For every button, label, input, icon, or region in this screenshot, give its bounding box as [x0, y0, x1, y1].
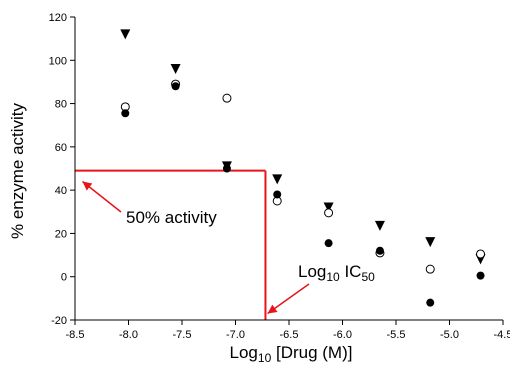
y-tick-label: 60 — [55, 142, 67, 154]
annotation-label-activity50: 50% activity — [126, 208, 217, 227]
data-point-triangle — [272, 174, 283, 185]
data-point-open-circle — [476, 249, 486, 259]
data-point-filled-circle — [476, 271, 485, 280]
annotation-label-ic50: Log10 IC50 — [298, 262, 375, 284]
y-tick-label: 20 — [55, 228, 67, 240]
annotation-arrow-ic50 — [267, 283, 310, 315]
x-tick-label: -4.5 — [494, 329, 510, 341]
data-point-open-circle — [324, 208, 334, 218]
data-point-triangle — [323, 202, 334, 213]
y-tick-label: -20 — [51, 315, 67, 327]
x-axis-title: Log10 [Drug (M)] — [230, 343, 353, 365]
y-tick-label: 100 — [49, 55, 67, 67]
x-tick-label: -6.0 — [333, 329, 352, 341]
x-tick-label: -7.5 — [173, 329, 192, 341]
data-point-open-circle — [425, 264, 435, 274]
x-axis-title-rest: [Drug (M)] — [271, 343, 352, 362]
x-tick-label: -7.0 — [226, 329, 245, 341]
data-point-filled-circle — [121, 109, 130, 118]
data-point-filled-circle — [426, 298, 435, 307]
x-tick-label: -8.5 — [66, 329, 85, 341]
x-tick-label: -5.0 — [440, 329, 459, 341]
x-tick-label: -6.5 — [280, 329, 299, 341]
data-point-open-circle — [222, 93, 232, 103]
y-tick-label: 40 — [55, 185, 67, 197]
data-point-triangle — [120, 29, 131, 40]
y-axis-title: % enzyme activity — [8, 102, 27, 239]
y-tick-label: 120 — [49, 12, 67, 24]
data-point-triangle — [374, 220, 385, 231]
x-tick-label: -5.5 — [387, 329, 406, 341]
annotations: 50% activity Log10 IC50 — [82, 180, 375, 315]
data-point-filled-circle — [222, 164, 231, 173]
y-tick-label: 80 — [55, 99, 67, 111]
x-tick-label: -8.0 — [119, 329, 138, 341]
data-point-triangle — [425, 237, 436, 248]
x-axis-title-main: Log — [230, 343, 258, 362]
x-axis-title-subscript: 10 — [258, 351, 272, 365]
axes: -8.5 -8.0 -7.5 -7.0 -6.5 -6.0 -5.5 -5.0 -4.5 -20 0… — [49, 12, 510, 341]
data-point-filled-circle — [324, 239, 333, 248]
reference-lines — [75, 169, 267, 320]
data-point-filled-circle — [273, 190, 282, 199]
data-point-filled-circle — [375, 246, 384, 255]
annotation-arrow-activity50 — [82, 180, 122, 213]
data-points — [120, 29, 486, 307]
data-point-triangle — [170, 63, 181, 74]
y-tick-label: 0 — [61, 272, 67, 284]
data-point-filled-circle — [171, 82, 180, 91]
